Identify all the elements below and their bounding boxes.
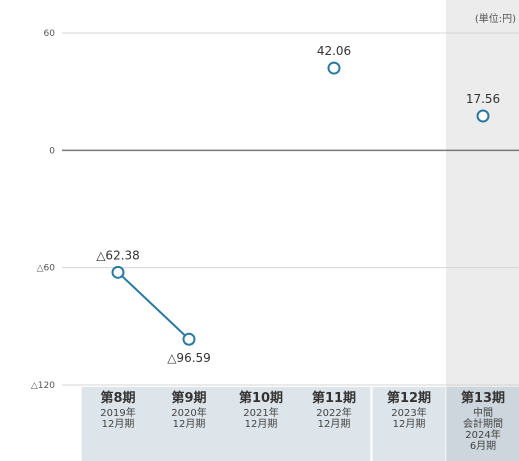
category-cell-bg: [372, 387, 446, 461]
category-sub-label: 2023年: [391, 406, 426, 419]
category-cell-bg: [152, 387, 226, 461]
highlight-column-bg: [446, 0, 519, 461]
data-label: 17.56: [466, 92, 500, 106]
data-label: △62.38: [96, 248, 140, 262]
x-axis-categories: 第8期2019年12月期第9期2020年12月期第10期2021年12月期第11…: [100, 390, 505, 452]
unit-label: (単位:円): [475, 12, 516, 25]
category-sub-label: 12月期: [245, 418, 278, 430]
category-period: 第8期: [100, 390, 135, 406]
y-tick-label: 0: [49, 146, 55, 156]
data-labels: △62.38 △96.59 42.06 17.56: [96, 44, 500, 365]
y-axis: 60 0 △60 △120: [31, 29, 55, 391]
category-period: 第9期: [171, 390, 206, 406]
category-sub-label: 2021年: [243, 406, 278, 419]
category-period: 第13期: [461, 390, 505, 406]
grid-lines: [62, 32, 519, 386]
data-point: [111, 265, 125, 279]
data-point: [182, 332, 196, 346]
series-lines: [117, 271, 190, 340]
series-points: [111, 61, 490, 346]
category-sub-label: 会計期間: [463, 417, 503, 430]
category-sub-label: 2020年: [171, 406, 206, 419]
category-sub-label: 12月期: [393, 418, 426, 430]
category-sub-label: 2022年: [316, 406, 351, 419]
category-sub-label: 12月期: [102, 418, 135, 430]
category-cell-bg: [81, 387, 155, 461]
category-period: 第11期: [312, 390, 356, 406]
y-tick-label: △60: [37, 264, 56, 274]
data-point: [327, 61, 341, 75]
category-cell-bg: [297, 387, 371, 461]
category-sub-label: 12月期: [173, 418, 206, 430]
category-sub-label: 2024年: [465, 428, 500, 441]
category-cell-bg: [224, 387, 298, 461]
category-period: 第10期: [239, 390, 283, 406]
category-cell-bg: [446, 387, 519, 461]
category-period: 第12期: [387, 390, 431, 406]
data-label: 42.06: [317, 44, 351, 58]
series-segment: [117, 271, 190, 340]
data-point: [476, 109, 490, 123]
y-tick-label: 60: [44, 29, 56, 39]
data-label: △96.59: [167, 351, 211, 365]
category-sub-label: 2019年: [100, 406, 135, 419]
category-band: [81, 387, 519, 461]
category-sub-label: 6月期: [470, 440, 496, 452]
category-sub-label: 中間: [473, 406, 493, 419]
category-sub-label: 12月期: [318, 418, 351, 430]
y-tick-label: △120: [31, 381, 55, 391]
